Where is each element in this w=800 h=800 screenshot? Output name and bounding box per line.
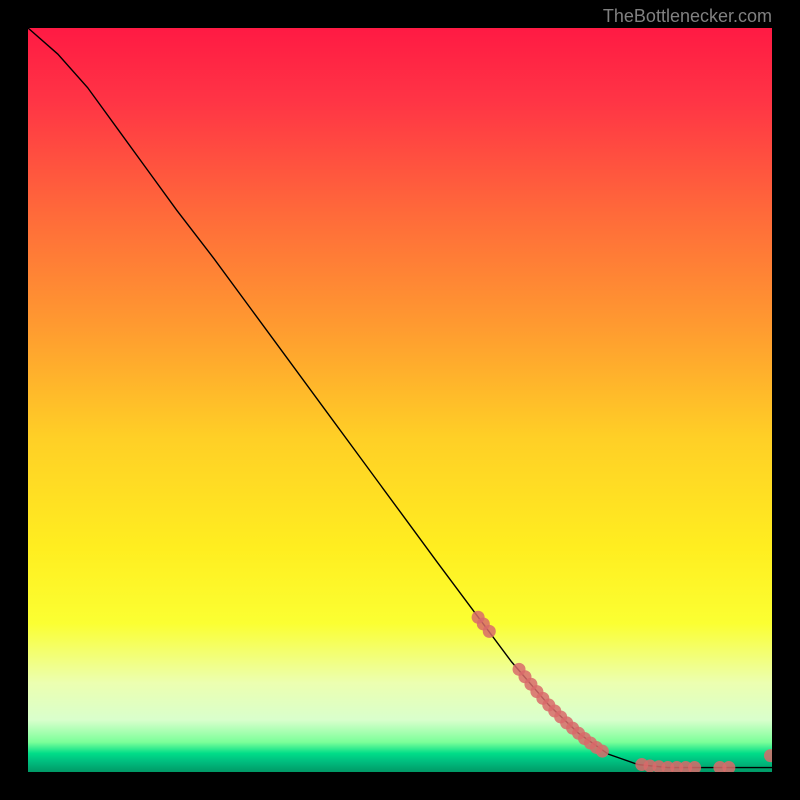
watermark-text: TheBottlenecker.com bbox=[603, 6, 772, 27]
plot-area bbox=[28, 28, 772, 772]
gradient-background bbox=[28, 28, 772, 772]
